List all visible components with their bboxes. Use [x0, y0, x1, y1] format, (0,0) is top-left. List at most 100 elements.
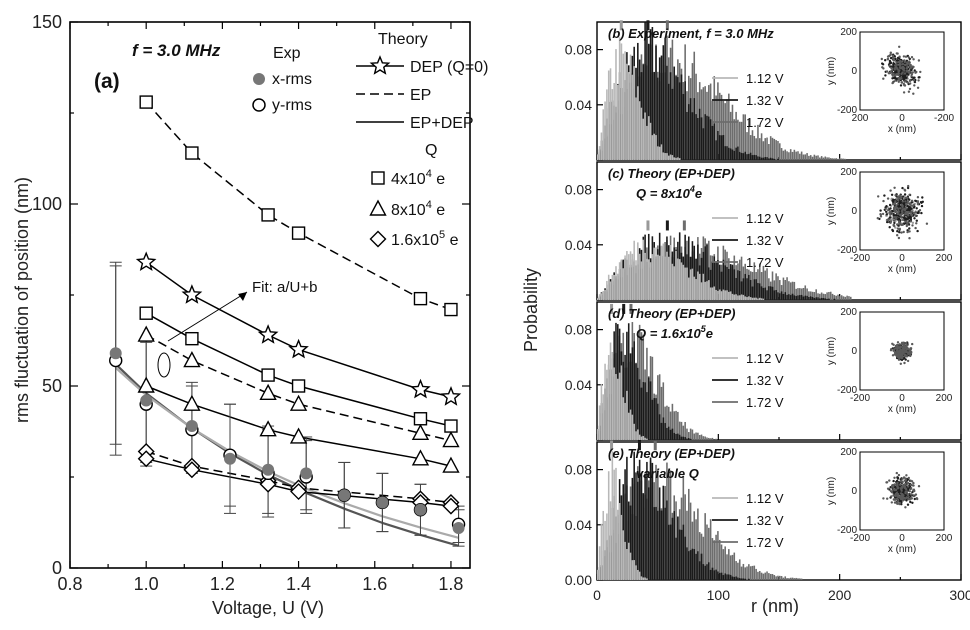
hist-bar-1.12V: [615, 266, 617, 300]
hist-bar-1.32V: [682, 93, 685, 160]
fit-arrow-line: [167, 291, 248, 342]
hist-bar-1.32V: [709, 119, 712, 160]
fit-ellipse: [157, 352, 171, 378]
inset-point: [910, 487, 913, 490]
data-point: [139, 95, 153, 109]
x-tick-label: 0.8: [57, 574, 82, 594]
data-point: [259, 475, 277, 493]
hist-bar-1.32V: [684, 437, 686, 440]
inset-ytick: 0: [851, 346, 857, 357]
hist-bar-1.72V: [828, 157, 830, 160]
hist-bar-1.72V: [757, 571, 759, 580]
x-tick-label: 1.0: [134, 574, 159, 594]
hist-bar-1.32V: [744, 578, 746, 580]
hist-bar-1.72V: [813, 154, 816, 160]
data-point: [139, 306, 153, 320]
legend-q1-marker: [371, 171, 385, 185]
hist-bar-1.32V: [738, 151, 741, 160]
data-point: [291, 379, 306, 393]
hist-bar-1.32V: [744, 273, 746, 300]
hist-bar-1.12V: [606, 369, 608, 440]
hist-bar-1.32V: [728, 269, 730, 300]
hist-bar-1.72V: [839, 296, 841, 300]
hist-bar-1.12V: [724, 290, 726, 300]
hist-bar-1.12V: [633, 560, 635, 580]
legend-x-rms-marker: [253, 73, 265, 85]
hist-bar-1.32V: [660, 510, 663, 580]
inset-point: [908, 230, 911, 233]
hist-bar-1.32V: [826, 298, 828, 300]
hist-bar-1.32V: [833, 298, 836, 300]
hist-bar-1.72V: [773, 138, 776, 160]
inset-point: [910, 480, 914, 483]
hist-bar-1.32V: [731, 149, 734, 160]
inset-point: [908, 490, 911, 493]
inset-point: [905, 341, 908, 345]
inset-point: [904, 506, 907, 509]
hist-bar-1.32V: [760, 286, 763, 300]
hist-bar-1.72V: [768, 573, 770, 580]
hist-bar-1.12V: [627, 254, 630, 300]
hist-bar-1.72V: [740, 566, 743, 580]
inset-point: [909, 65, 913, 69]
inset-point: [896, 341, 900, 344]
hist-bar-1.12V: [657, 254, 659, 300]
hist-bar-1.72V: [797, 288, 799, 300]
inset-point: [901, 477, 904, 480]
inset-point: [899, 66, 902, 70]
hist-bar-1.32V: [649, 457, 652, 580]
inset-point: [884, 74, 887, 77]
hist-bar-1.32V: [706, 115, 708, 160]
hist-bar-1.72V: [842, 158, 845, 160]
inset-point: [902, 76, 906, 80]
hist-bar-1.12V: [738, 295, 741, 300]
inset-point: [893, 491, 896, 494]
hist-bar-1.72V: [779, 143, 781, 160]
hist-bar-1.32V: [811, 296, 814, 300]
data-point: [109, 347, 122, 360]
hist-bar-1.32V: [764, 157, 767, 160]
hist-bar-1.32V: [669, 429, 672, 440]
hist-bar-1.72V: [713, 76, 716, 160]
hist-bar-1.12V: [613, 275, 615, 300]
hist-bar-1.12V: [702, 273, 705, 300]
hist-bar-1.72V: [799, 578, 801, 580]
inset-point: [881, 212, 885, 216]
hist-bar-1.72V: [724, 103, 726, 160]
inset-point: [913, 497, 916, 501]
panel-a: 0.8 1.0 1.2 1.4 1.6 1.8 0 50 100 150 rms fluctuat…: [12, 12, 488, 618]
inset-ytick: -200: [837, 105, 857, 116]
inset-point: [912, 206, 916, 209]
inset-point: [903, 84, 907, 87]
inset-point: [892, 72, 895, 76]
hist-bar-1.12V: [728, 291, 730, 300]
data-point: [376, 496, 389, 509]
hist-bar-1.12V: [631, 74, 634, 160]
hist-bar-1.72V: [729, 111, 732, 160]
hist-bar-1.72V: [762, 573, 765, 580]
hist-bar-1.72V: [760, 572, 763, 580]
hist-bar-1.32V: [651, 399, 654, 440]
hist-bar-1.32V: [777, 292, 779, 300]
hist-x-tick-label: 300: [949, 587, 970, 603]
hist-bar-1.12V: [664, 256, 666, 300]
hist-bar-1.12V: [651, 135, 654, 160]
hist-bar-1.72V: [651, 356, 654, 440]
hist-bar-1.12V: [627, 542, 630, 580]
panel-e-subtitle: variable Q: [636, 466, 699, 481]
hist-bar-1.72V: [755, 568, 757, 580]
hist-bar-1.32V: [742, 153, 745, 160]
hist-bar-1.32V: [748, 578, 750, 580]
x-tick-label: 1.2: [210, 574, 235, 594]
hist-bar-1.72V: [820, 156, 823, 160]
hist-bar-1.32V: [695, 553, 697, 580]
inset-point: [897, 236, 901, 240]
histogram-ylabel: Probability: [521, 268, 541, 352]
inset-point: [911, 342, 914, 346]
inset-point: [916, 229, 919, 233]
hist-bar-1.12V: [717, 290, 719, 300]
inset-point: [907, 208, 910, 212]
hist-bar-1.72V: [726, 99, 728, 160]
legend-label-1.12V: 1.12 V: [746, 71, 784, 86]
hist-bar-1.32V: [813, 298, 816, 300]
